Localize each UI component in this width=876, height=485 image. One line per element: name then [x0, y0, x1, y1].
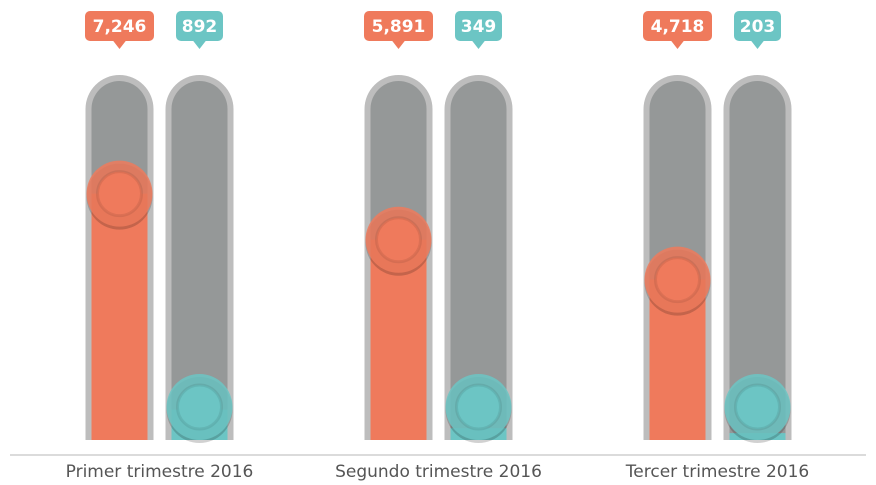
value-label-box	[176, 11, 223, 41]
track-inner	[171, 81, 228, 440]
x-tick-label: Segundo trimestre 2016	[335, 462, 542, 482]
knob-inner	[375, 216, 422, 264]
value-label: 5,891	[372, 17, 426, 37]
bar	[370, 239, 427, 440]
value-label-box	[85, 11, 154, 41]
knob-inner	[96, 170, 143, 218]
track-inner	[450, 81, 507, 441]
x-tick-label: Tercer trimestre 2016	[625, 462, 809, 482]
value-label-pointer	[670, 40, 685, 49]
value-label-pointer	[192, 40, 207, 49]
value-label: 7,246	[93, 17, 147, 37]
value-label-pointer	[750, 40, 765, 49]
value-label: 892	[182, 17, 218, 37]
value-label: 203	[740, 17, 776, 37]
value-label-pointer	[112, 40, 127, 49]
knob-inner	[176, 383, 223, 431]
value-label-box	[364, 11, 433, 41]
value-label-box	[734, 11, 781, 41]
knob-inner	[654, 256, 701, 304]
value-label-pointer	[391, 40, 406, 49]
value-label-box	[643, 11, 712, 41]
track-inner	[729, 81, 786, 441]
value-label: 349	[461, 17, 497, 37]
value-label: 4,718	[651, 17, 705, 37]
bar	[91, 193, 148, 440]
knob-inner	[455, 383, 502, 431]
knob-inner	[734, 383, 781, 431]
x-tick-label: Primer trimestre 2016	[66, 462, 254, 482]
value-label-box	[455, 11, 502, 41]
value-label-pointer	[471, 40, 486, 49]
